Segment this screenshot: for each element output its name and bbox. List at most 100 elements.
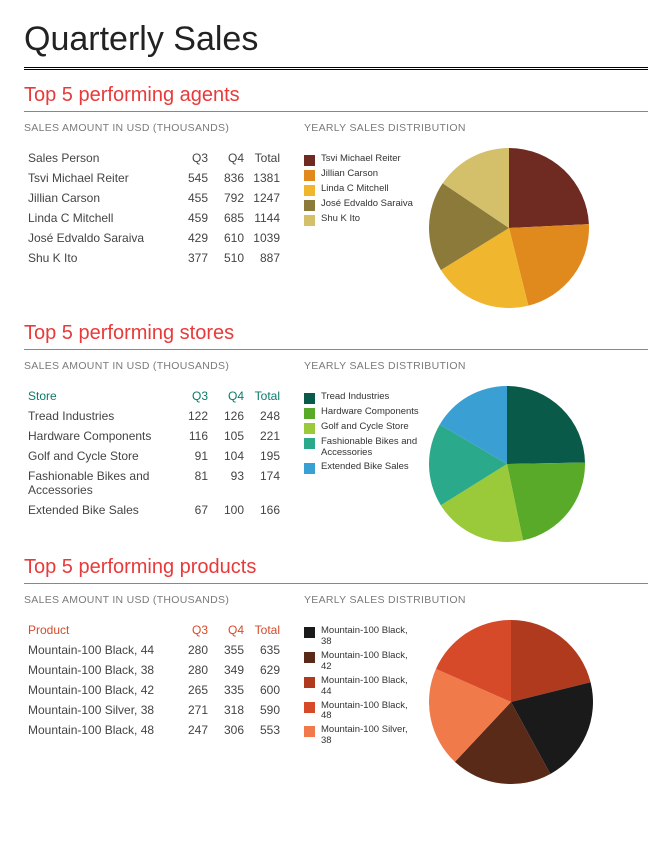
legend-label: José Edvaldo Saraiva: [321, 199, 413, 211]
pie-chart: [429, 148, 589, 308]
table-row: Golf and Cycle Store 91 104 195: [24, 446, 284, 466]
row-q3: 280: [176, 640, 212, 660]
table-subheader: SALES AMOUNT IN USD (THOUSANDS): [24, 594, 284, 606]
legend: Tread Industries Hardware Components Gol…: [304, 386, 419, 474]
legend-label: Mountain-100 Black, 44: [321, 676, 419, 698]
row-q4: 349: [212, 660, 248, 680]
legend-swatch: [304, 170, 315, 181]
row-q3: 271: [176, 700, 212, 720]
legend-label: Golf and Cycle Store: [321, 422, 409, 434]
row-total: 590: [248, 700, 284, 720]
table-subheader: SALES AMOUNT IN USD (THOUSANDS): [24, 122, 284, 134]
legend-item: Mountain-100 Black, 44: [304, 676, 419, 698]
row-q4: 126: [212, 406, 248, 426]
row-total: 248: [248, 406, 284, 426]
row-name: Hardware Components: [24, 426, 176, 446]
row-total: 1381: [248, 168, 284, 188]
table-row: Jillian Carson 455 792 1247: [24, 188, 284, 208]
col-header-q4: Q4: [212, 386, 248, 406]
col-header-total: Total: [248, 148, 284, 168]
row-q3: 280: [176, 660, 212, 680]
legend-swatch: [304, 652, 315, 663]
chart-subheader: YEARLY SALES DISTRIBUTION: [304, 122, 648, 134]
data-table: Product Q3 Q4 Total Mountain-100 Black, …: [24, 620, 284, 740]
legend-swatch: [304, 702, 315, 713]
section-rule: [24, 583, 648, 584]
legend-item: Hardware Components: [304, 407, 419, 419]
row-q3: 116: [176, 426, 212, 446]
legend-item: Mountain-100 Silver, 38: [304, 725, 419, 747]
row-total: 1144: [248, 208, 284, 228]
legend-label: Tsvi Michael Reiter: [321, 154, 401, 166]
row-q3: 377: [176, 248, 212, 268]
row-total: 629: [248, 660, 284, 680]
section-table-col: SALES AMOUNT IN USD (THOUSANDS) Sales Pe…: [24, 122, 284, 308]
row-q3: 122: [176, 406, 212, 426]
legend-label: Shu K Ito: [321, 214, 360, 226]
row-q3: 67: [176, 500, 212, 520]
data-table: Store Q3 Q4 Total Tread Industries 122 1…: [24, 386, 284, 520]
table-row: Mountain-100 Black, 48 247 306 553: [24, 720, 284, 740]
legend-item: Tsvi Michael Reiter: [304, 154, 419, 166]
table-row: Tread Industries 122 126 248: [24, 406, 284, 426]
row-q4: 610: [212, 228, 248, 248]
row-name: Mountain-100 Black, 48: [24, 720, 176, 740]
row-total: 195: [248, 446, 284, 466]
legend-item: Linda C Mitchell: [304, 184, 419, 196]
row-name: José Edvaldo Saraiva: [24, 228, 176, 248]
table-row: Mountain-100 Black, 44 280 355 635: [24, 640, 284, 660]
row-q4: 836: [212, 168, 248, 188]
section-chart-col: YEARLY SALES DISTRIBUTION Tsvi Michael R…: [304, 122, 648, 308]
section: SALES AMOUNT IN USD (THOUSANDS) Sales Pe…: [24, 122, 648, 308]
row-total: 174: [248, 466, 284, 500]
legend-swatch: [304, 677, 315, 688]
legend-swatch: [304, 726, 315, 737]
legend-label: Fashionable Bikes and Accessories: [321, 437, 419, 459]
legend-swatch: [304, 463, 315, 474]
legend-label: Tread Industries: [321, 392, 389, 404]
legend-item: Golf and Cycle Store: [304, 422, 419, 434]
section-title: Top 5 performing agents: [24, 84, 648, 107]
legend-swatch: [304, 200, 315, 211]
row-q3: 455: [176, 188, 212, 208]
row-q4: 318: [212, 700, 248, 720]
row-q4: 355: [212, 640, 248, 660]
col-header-q4: Q4: [212, 620, 248, 640]
col-header-q3: Q3: [176, 148, 212, 168]
row-name: Linda C Mitchell: [24, 208, 176, 228]
pie-wrap: Mountain-100 Black, 38 Mountain-100 Blac…: [304, 620, 648, 784]
row-q4: 93: [212, 466, 248, 500]
legend-item: Mountain-100 Black, 38: [304, 626, 419, 648]
row-total: 553: [248, 720, 284, 740]
legend-swatch: [304, 185, 315, 196]
legend-item: Tread Industries: [304, 392, 419, 404]
pie-wrap: Tsvi Michael Reiter Jillian Carson Linda…: [304, 148, 648, 308]
chart-subheader: YEARLY SALES DISTRIBUTION: [304, 360, 648, 372]
legend: Mountain-100 Black, 38 Mountain-100 Blac…: [304, 620, 419, 747]
section-chart-col: YEARLY SALES DISTRIBUTION Tread Industri…: [304, 360, 648, 542]
row-q4: 105: [212, 426, 248, 446]
row-name: Mountain-100 Black, 38: [24, 660, 176, 680]
legend-label: Mountain-100 Silver, 38: [321, 725, 419, 747]
legend-label: Hardware Components: [321, 407, 419, 419]
section: SALES AMOUNT IN USD (THOUSANDS) Store Q3…: [24, 360, 648, 542]
legend-label: Jillian Carson: [321, 169, 378, 181]
row-name: Golf and Cycle Store: [24, 446, 176, 466]
section-table-col: SALES AMOUNT IN USD (THOUSANDS) Product …: [24, 594, 284, 784]
col-header-name: Store: [24, 386, 176, 406]
col-header-total: Total: [248, 386, 284, 406]
legend-item: Fashionable Bikes and Accessories: [304, 437, 419, 459]
col-header-name: Sales Person: [24, 148, 176, 168]
row-total: 1247: [248, 188, 284, 208]
legend-swatch: [304, 423, 315, 434]
pie-slice: [507, 386, 585, 464]
table-row: Linda C Mitchell 459 685 1144: [24, 208, 284, 228]
legend-label: Mountain-100 Black, 38: [321, 626, 419, 648]
table-row: Extended Bike Sales 67 100 166: [24, 500, 284, 520]
legend-item: Extended Bike Sales: [304, 462, 419, 474]
col-header-name: Product: [24, 620, 176, 640]
row-q3: 81: [176, 466, 212, 500]
legend-swatch: [304, 627, 315, 638]
legend-item: Shu K Ito: [304, 214, 419, 226]
row-name: Tread Industries: [24, 406, 176, 426]
